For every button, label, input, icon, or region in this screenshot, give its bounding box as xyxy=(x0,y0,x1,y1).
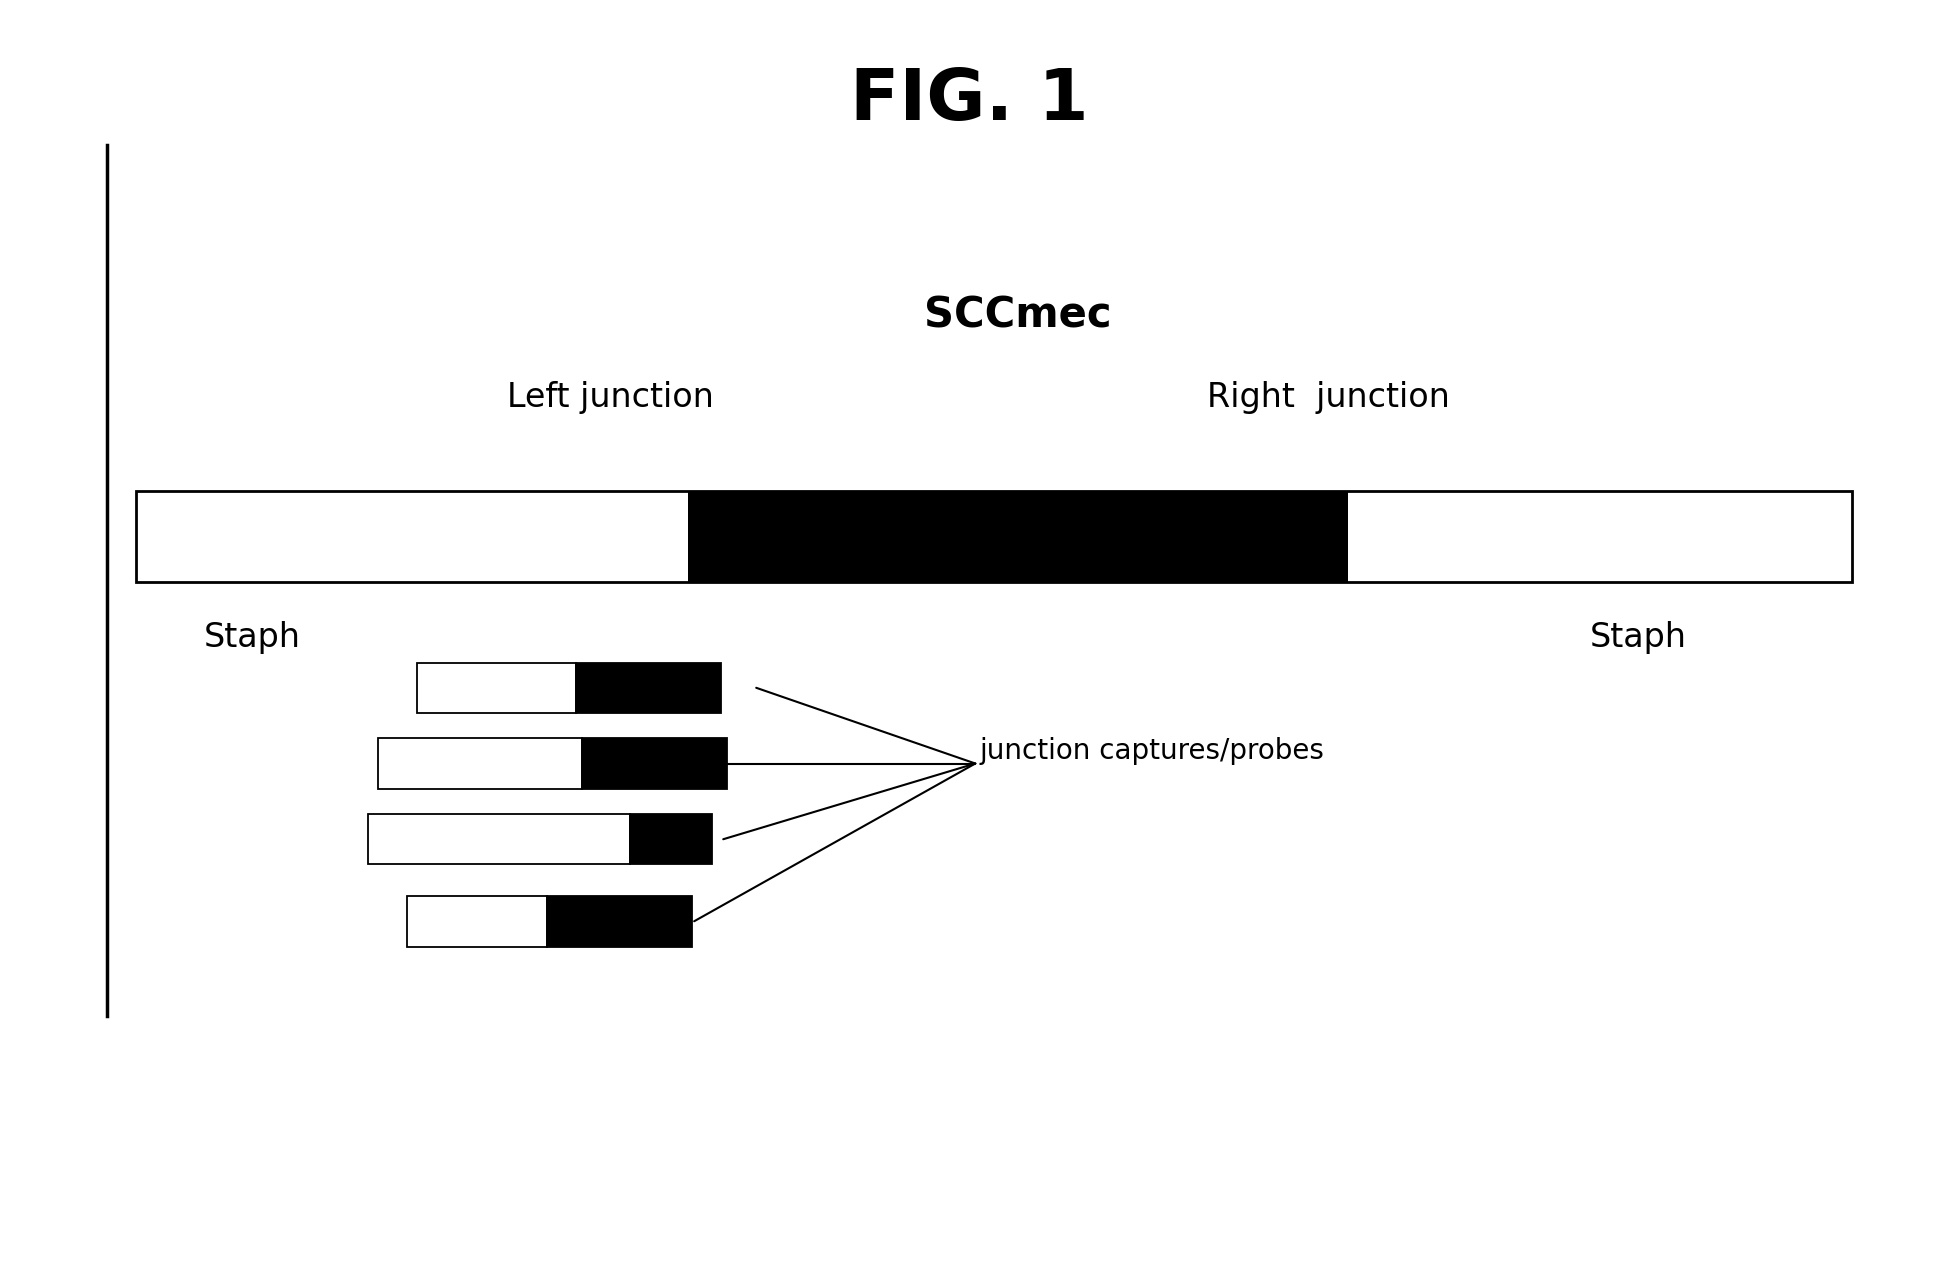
Bar xyxy=(576,663,721,713)
Text: SCCmec: SCCmec xyxy=(925,294,1111,337)
Text: FIG. 1: FIG. 1 xyxy=(849,67,1090,135)
Bar xyxy=(136,491,1852,582)
Bar xyxy=(378,738,582,789)
Bar xyxy=(417,663,576,713)
Bar xyxy=(368,814,630,864)
Text: Staph: Staph xyxy=(1590,621,1687,654)
Text: Right  junction: Right junction xyxy=(1206,381,1450,414)
Text: Staph: Staph xyxy=(204,621,301,654)
Text: junction captures/probes: junction captures/probes xyxy=(979,737,1324,765)
Text: Left junction: Left junction xyxy=(508,381,714,414)
Bar xyxy=(688,491,1348,582)
Bar xyxy=(547,896,692,946)
Bar xyxy=(630,814,712,864)
Bar xyxy=(407,896,547,946)
Bar xyxy=(582,738,727,789)
